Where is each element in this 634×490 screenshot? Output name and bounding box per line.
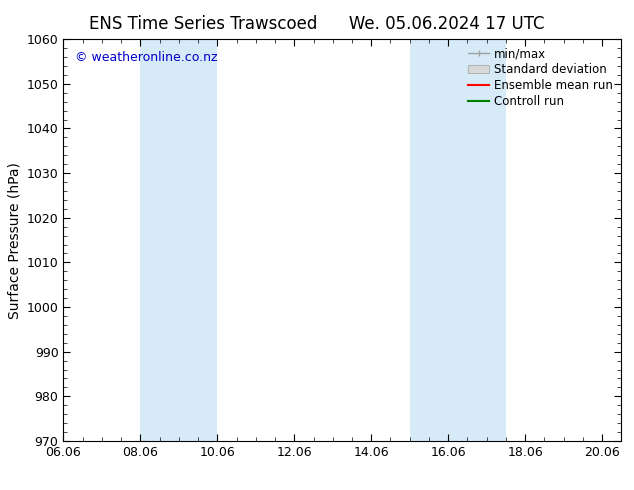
Text: ENS Time Series Trawscoed      We. 05.06.2024 17 UTC: ENS Time Series Trawscoed We. 05.06.2024… xyxy=(89,15,545,33)
Bar xyxy=(410,39,506,441)
Legend: min/max, Standard deviation, Ensemble mean run, Controll run: min/max, Standard deviation, Ensemble me… xyxy=(466,45,616,111)
Y-axis label: Surface Pressure (hPa): Surface Pressure (hPa) xyxy=(7,162,21,318)
Bar xyxy=(140,39,217,441)
Text: © weatheronline.co.nz: © weatheronline.co.nz xyxy=(75,51,217,64)
